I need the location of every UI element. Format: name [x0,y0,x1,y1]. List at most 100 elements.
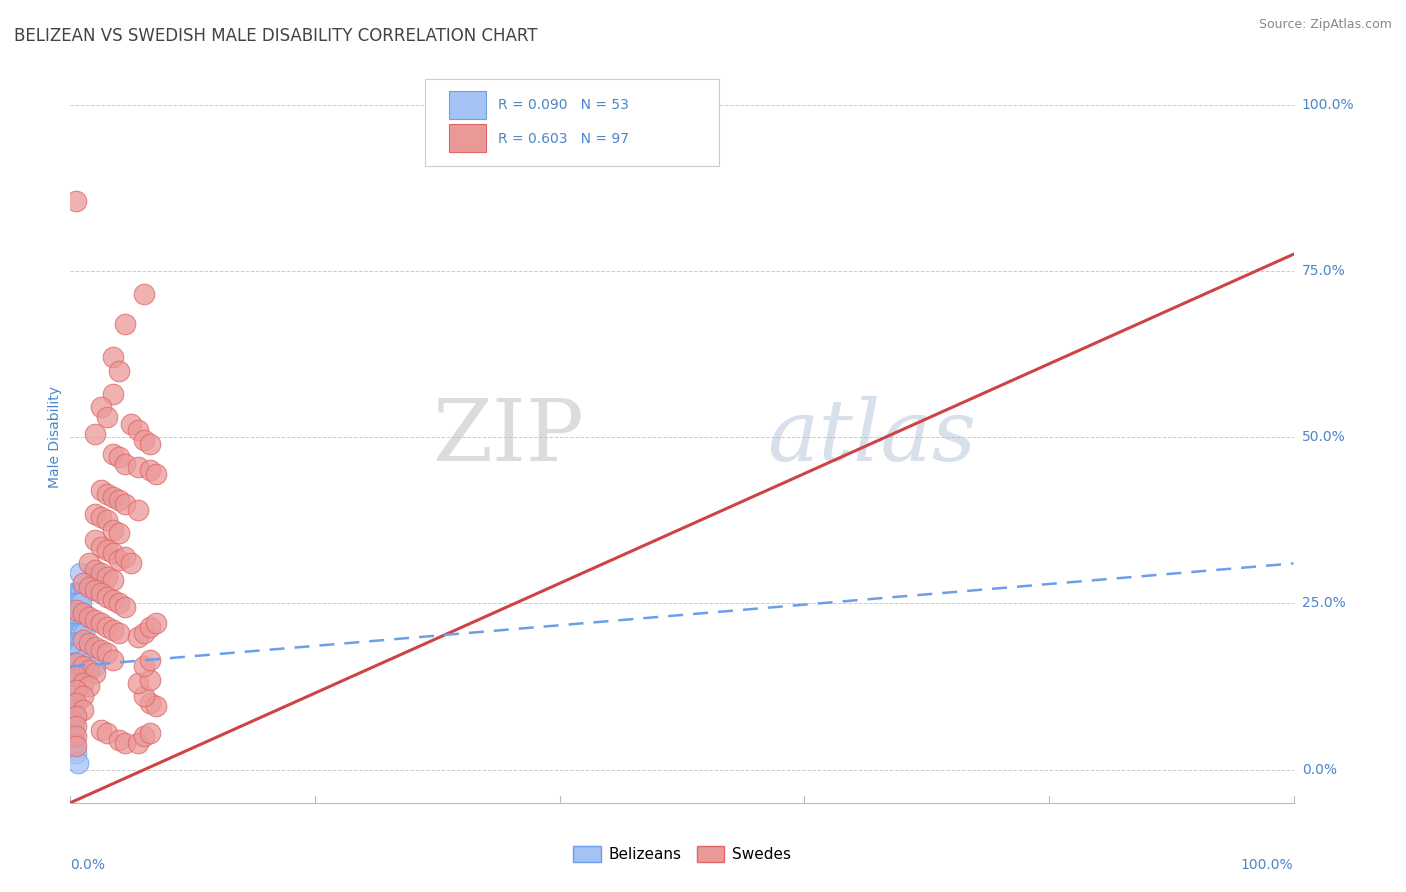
Point [83,507,105,521]
Point [108,363,131,377]
Point [83,613,105,627]
Point [60,626,83,640]
Point [90,509,112,524]
Point [114,736,136,750]
Point [108,493,131,508]
Point [101,623,124,637]
Point [77,609,100,624]
Point [63,586,86,600]
Point [114,497,136,511]
Point [67,636,90,650]
Point [60,666,83,681]
Point [139,463,162,477]
Point [65,626,87,640]
Text: Source: ZipAtlas.com: Source: ZipAtlas.com [1258,18,1392,31]
Point [83,640,105,654]
Point [114,317,136,331]
Point [108,526,131,541]
Point [90,540,112,554]
Point [114,599,136,614]
Point [108,596,131,610]
Point [60,656,83,670]
Point [139,619,162,633]
Point [101,351,124,365]
Point [72,690,94,704]
Point [77,680,100,694]
Point [96,646,118,660]
Point [132,434,155,448]
Point [72,632,94,647]
Point [60,676,83,690]
Point [65,739,87,754]
Point [101,387,124,401]
Point [72,676,94,690]
Point [114,457,136,471]
Point [127,676,149,690]
Point [96,513,118,527]
Point [90,566,112,581]
Point [63,636,86,650]
Point [90,400,112,414]
Point [65,709,87,723]
Point [72,616,94,631]
Point [127,503,149,517]
Point [66,756,89,770]
Point [96,543,118,558]
Point [90,643,112,657]
Point [96,486,118,500]
Point [72,659,94,673]
Point [63,607,86,621]
Point [145,699,167,714]
Point [67,596,90,610]
Text: 100.0%: 100.0% [1241,858,1294,871]
Point [127,424,149,438]
Point [65,646,87,660]
Point [139,726,162,740]
Text: BELIZEAN VS SWEDISH MALE DISABILITY CORRELATION CHART: BELIZEAN VS SWEDISH MALE DISABILITY CORR… [14,27,537,45]
Point [66,616,89,631]
Text: R = 0.603   N = 97: R = 0.603 N = 97 [499,132,630,145]
Point [108,732,131,747]
Point [83,659,105,673]
Point [67,586,90,600]
Point [62,616,84,631]
Point [90,483,112,498]
Point [127,736,149,750]
Point [72,653,94,667]
Point [101,593,124,607]
Point [132,729,155,743]
Text: 25.0%: 25.0% [1302,597,1346,610]
Point [139,436,162,450]
Point [127,460,149,475]
Point [73,586,96,600]
Point [63,646,86,660]
Point [63,726,86,740]
Point [139,673,162,687]
Point [121,557,143,571]
Point [90,723,112,737]
Point [101,653,124,667]
Text: R = 0.090   N = 53: R = 0.090 N = 53 [499,98,630,112]
Point [65,656,87,670]
Point [77,656,100,670]
Point [72,607,94,621]
Point [65,636,87,650]
Point [65,696,87,710]
Point [83,533,105,548]
Point [132,690,155,704]
Point [70,586,93,600]
Point [132,626,155,640]
Point [67,626,90,640]
Point [65,746,87,760]
Point [69,616,91,631]
Point [60,686,83,700]
Y-axis label: Male Disability: Male Disability [48,386,62,488]
Point [132,287,155,301]
Point [108,626,131,640]
Point [63,626,86,640]
Point [114,549,136,564]
Point [121,417,143,431]
Point [63,736,86,750]
Point [62,607,84,621]
Point [83,582,105,597]
